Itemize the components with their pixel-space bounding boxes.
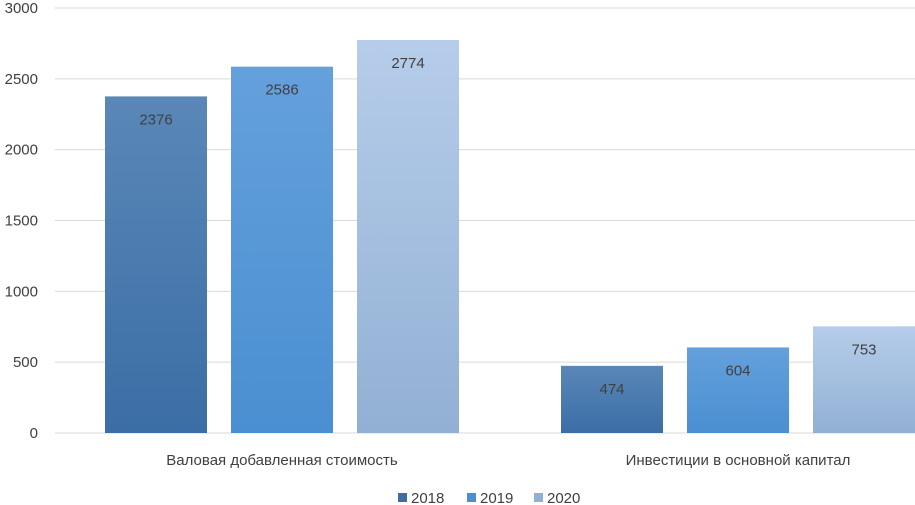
y-tick-label: 2500 [5, 71, 38, 88]
data-label: 604 [725, 362, 750, 379]
legend-swatch [534, 493, 543, 502]
bar-2018-0 [105, 96, 207, 434]
bar-2018-1 [561, 365, 663, 433]
y-tick-label: 1000 [5, 283, 38, 300]
y-axis-ticks: 0 500 1000 1500 2000 2500 3000 [5, 0, 38, 442]
bars [105, 40, 915, 434]
data-label: 2586 [265, 82, 298, 99]
category-label: Валовая добавленная стоимость [166, 452, 398, 469]
y-tick-label: 0 [30, 425, 38, 442]
data-label: 753 [851, 341, 876, 358]
bar-2020-1 [813, 326, 915, 433]
bar-2020-0 [357, 40, 459, 434]
data-label: 2774 [391, 55, 424, 72]
legend-swatch [398, 493, 407, 502]
legend: 2018 2019 2020 [398, 490, 580, 505]
y-tick-label: 2000 [5, 142, 38, 159]
legend-label: 2020 [547, 490, 580, 505]
data-labels: 2376 2586 2774 474 604 753 [139, 55, 876, 398]
y-tick-label: 1500 [5, 213, 38, 230]
legend-label: 2019 [480, 490, 513, 505]
data-label: 474 [599, 381, 624, 398]
category-label: Инвестиции в основной капитал [626, 452, 851, 469]
bar-2019-0 [231, 66, 333, 434]
category-labels: Валовая добавленная стоимость Инвестиции … [166, 452, 850, 469]
legend-label: 2018 [411, 490, 444, 505]
bar-2019-1 [687, 347, 789, 433]
legend-swatch [467, 493, 476, 502]
data-label: 2376 [139, 111, 172, 128]
y-tick-label: 3000 [5, 0, 38, 17]
y-tick-label: 500 [13, 354, 38, 371]
